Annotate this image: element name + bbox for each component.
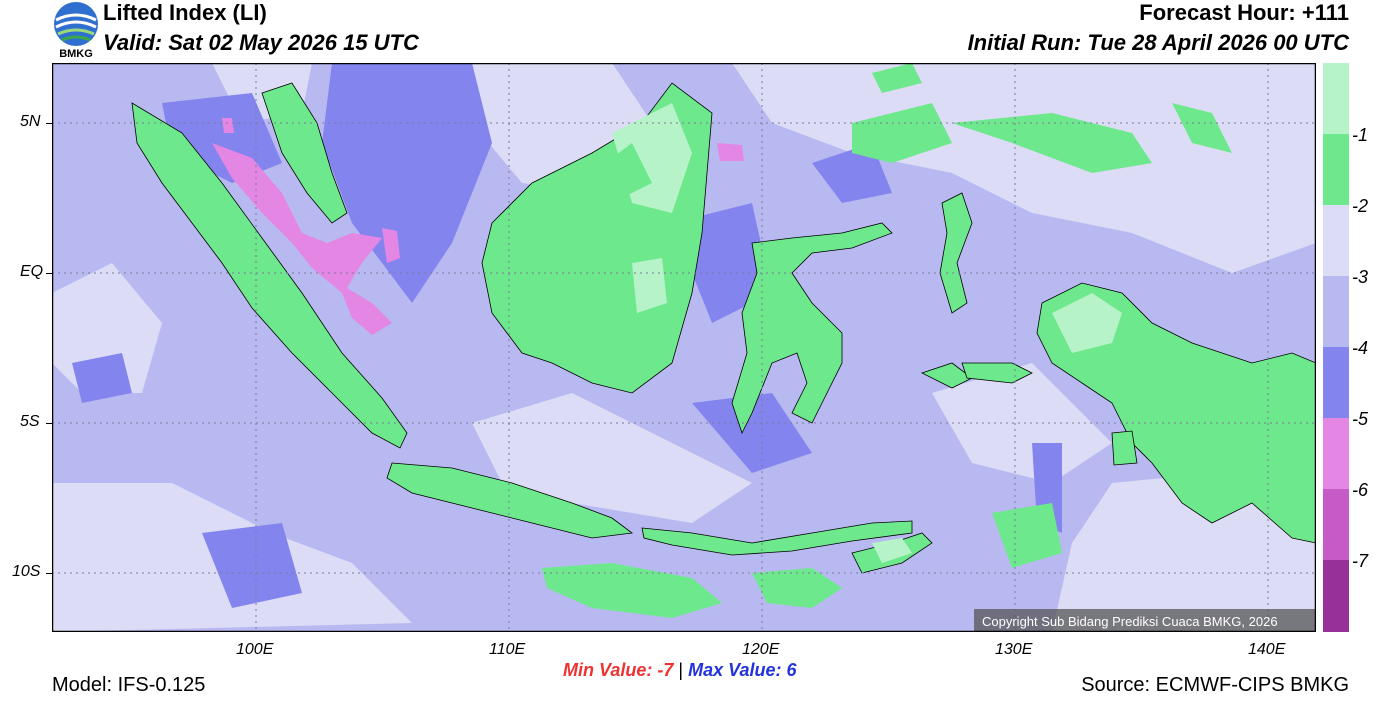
min-max-values: Min Value: -7 | Max Value: 6 xyxy=(563,660,797,681)
min-label: Min Value: xyxy=(563,660,653,680)
lat-tick xyxy=(46,423,52,424)
field-light-green-regions xyxy=(612,103,1122,563)
lat-label-5s: 5S xyxy=(20,413,40,430)
lat-tick xyxy=(46,273,52,274)
lat-tick xyxy=(46,573,52,574)
lifted-index-map: Copyright Sub Bidang Prediksi Cuaca BMKG… xyxy=(52,63,1316,632)
forecast-hour: Forecast Hour: +111 xyxy=(1139,0,1349,25)
copyright-box xyxy=(974,609,1316,632)
max-value: 6 xyxy=(786,660,797,680)
initial-run: Initial Run: Tue 28 April 2026 00 UTC xyxy=(967,30,1349,55)
lon-label-130e: 130E xyxy=(995,641,1033,658)
field-ocean-patches xyxy=(542,63,1232,618)
field-unstable-regions xyxy=(212,118,744,335)
colorbar-label: -7 xyxy=(1352,551,1369,571)
lat-label-10s: 10S xyxy=(12,563,41,580)
colorbar-label: -3 xyxy=(1352,267,1369,287)
lon-label-100e: 100E xyxy=(236,641,274,658)
min-value: -7 xyxy=(657,660,674,680)
chart-title: Lifted Index (LI) xyxy=(103,0,267,25)
colorbar-segment xyxy=(1323,347,1349,418)
colorbar-segment xyxy=(1323,489,1349,560)
bmkg-logo xyxy=(52,0,100,60)
colorbar-segment xyxy=(1323,560,1349,632)
colorbar xyxy=(1323,63,1349,632)
graticule xyxy=(52,63,1316,632)
colorbar-label: -5 xyxy=(1352,409,1369,429)
lat-label-5n: 5N xyxy=(20,113,41,130)
minmax-separator: | xyxy=(678,660,684,680)
lon-label-110e: 110E xyxy=(489,641,526,658)
colorbar-label: -4 xyxy=(1352,338,1369,358)
colorbar-label: -6 xyxy=(1352,480,1369,500)
map-frame xyxy=(52,63,1316,632)
model-label: Model: IFS-0.125 xyxy=(52,674,206,696)
colorbar-label: -1 xyxy=(1352,125,1369,145)
max-label: Max Value: xyxy=(688,660,782,680)
lat-label-eq: EQ xyxy=(20,263,44,280)
colorbar-label: -2 xyxy=(1352,196,1369,216)
colorbar-segment xyxy=(1323,418,1349,489)
colorbar-segment xyxy=(1323,134,1349,205)
lat-tick xyxy=(46,123,52,124)
copyright-text: Copyright Sub Bidang Prediksi Cuaca BMKG… xyxy=(982,614,1278,629)
logo-text: BMKG xyxy=(59,48,93,60)
valid-time: Valid: Sat 02 May 2026 15 UTC xyxy=(103,30,419,55)
source-label: Source: ECMWF-CIPS BMKG xyxy=(1081,674,1349,696)
lon-label-120e: 120E xyxy=(742,641,780,658)
colorbar-segment xyxy=(1323,63,1349,134)
colorbar-segment xyxy=(1323,205,1349,276)
lon-label-140e: 140E xyxy=(1248,641,1286,658)
colorbar-segment xyxy=(1323,276,1349,347)
